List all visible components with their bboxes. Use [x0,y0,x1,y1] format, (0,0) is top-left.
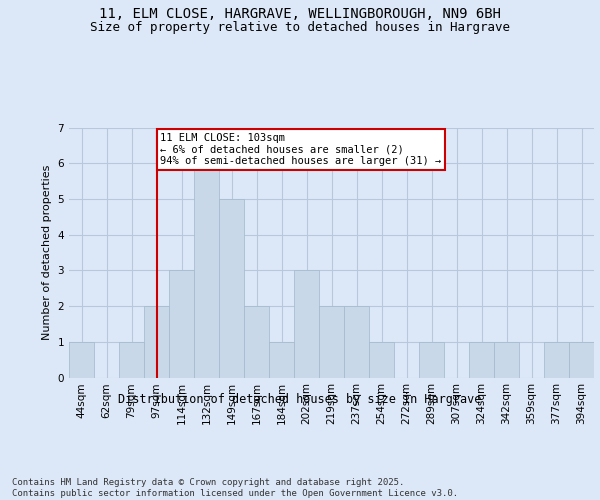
Bar [544,342,569,378]
Text: 11 ELM CLOSE: 103sqm
← 6% of detached houses are smaller (2)
94% of semi-detache: 11 ELM CLOSE: 103sqm ← 6% of detached ho… [160,133,442,166]
Bar [219,199,244,378]
Bar [69,342,94,378]
Text: 11, ELM CLOSE, HARGRAVE, WELLINGBOROUGH, NN9 6BH: 11, ELM CLOSE, HARGRAVE, WELLINGBOROUGH,… [99,8,501,22]
Bar [369,342,394,378]
Text: Contains HM Land Registry data © Crown copyright and database right 2025.
Contai: Contains HM Land Registry data © Crown c… [12,478,458,498]
Bar [469,342,494,378]
Bar [294,270,319,378]
Bar [244,306,269,378]
Bar [269,342,294,378]
Bar [319,306,344,378]
Bar [344,306,369,378]
Text: Distribution of detached houses by size in Hargrave: Distribution of detached houses by size … [118,392,482,406]
Bar [419,342,444,378]
Bar [144,306,169,378]
Bar [494,342,519,378]
Text: Size of property relative to detached houses in Hargrave: Size of property relative to detached ho… [90,21,510,34]
Bar [119,342,144,378]
Bar [169,270,194,378]
Bar [194,163,219,378]
Y-axis label: Number of detached properties: Number of detached properties [42,165,52,340]
Bar [569,342,594,378]
